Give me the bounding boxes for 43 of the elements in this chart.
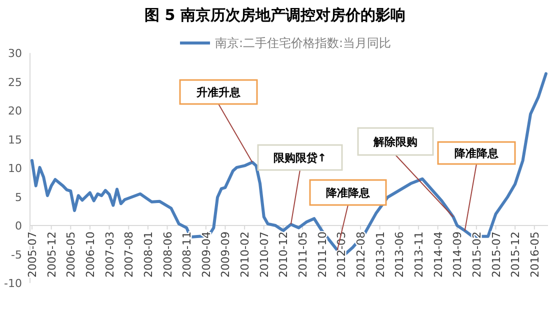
x-tick-label: 2009-09 <box>219 232 232 278</box>
x-tick-label: 2011-05 <box>296 232 310 278</box>
x-tick-label: 2015-02 <box>470 232 484 278</box>
x-tick-label: 2013-06 <box>393 232 406 278</box>
x-tick-label: 2014-04 <box>432 232 445 278</box>
x-tick-label: 2008-06 <box>161 232 174 278</box>
chart-title: 图 5 南京历次房地产调控对房价的影响 <box>144 6 406 24</box>
x-tick-label: 2012-03 <box>335 232 348 278</box>
y-tick-label: 15 <box>8 133 22 146</box>
x-tick-label: 2008-01 <box>142 232 155 278</box>
legend-label: 南京:二手住宅价格指数:当月同比 <box>215 36 392 50</box>
annotation: 升准升息 <box>196 86 242 99</box>
x-tick-label: 2013-01 <box>374 232 387 278</box>
annotation: 降准降息 <box>454 147 500 160</box>
x-tick-label: 2011-10 <box>316 232 329 278</box>
annotation: 解除限购 <box>372 136 418 148</box>
x-tick-label: 2007-03 <box>103 232 116 278</box>
x-tick-label: 2006-10 <box>84 232 97 278</box>
x-tick-label: 2005-12 <box>45 232 58 278</box>
y-tick-label: 10 <box>8 162 22 175</box>
x-tick-label: 2012-08 <box>354 232 368 278</box>
y-tick-label: -5 <box>11 248 22 262</box>
x-tick-label: 2015-07 <box>490 232 503 278</box>
x-tick-label: 2006-05 <box>64 232 78 278</box>
x-tick-label: 2007-08 <box>122 232 136 278</box>
x-tick-label: 2010-07 <box>258 232 271 278</box>
x-tick-label: 2009-04 <box>200 232 213 278</box>
x-tick-label: 2014-09 <box>451 232 464 278</box>
y-tick-label: 0 <box>15 220 22 232</box>
x-tick-label: 2015-12 <box>509 232 522 278</box>
y-tick-label: 25 <box>8 76 22 89</box>
annotation: 限购限贷↑ <box>273 152 327 164</box>
x-tick-label: 2005-07 <box>26 232 39 278</box>
y-tick-label: 30 <box>8 47 22 60</box>
x-tick-label: 2008-11 <box>180 232 194 278</box>
annotation: 降准降息 <box>326 186 371 200</box>
x-tick-label: 2013-11 <box>412 232 426 278</box>
y-tick-label: 5 <box>15 190 22 204</box>
x-tick-label: 2010-12 <box>277 232 290 278</box>
x-tick-label: 2010-02 <box>238 232 252 278</box>
x-tick-label: 2016-05 <box>528 232 542 278</box>
y-tick-label: -10 <box>4 277 22 290</box>
y-tick-label: 20 <box>8 104 22 118</box>
